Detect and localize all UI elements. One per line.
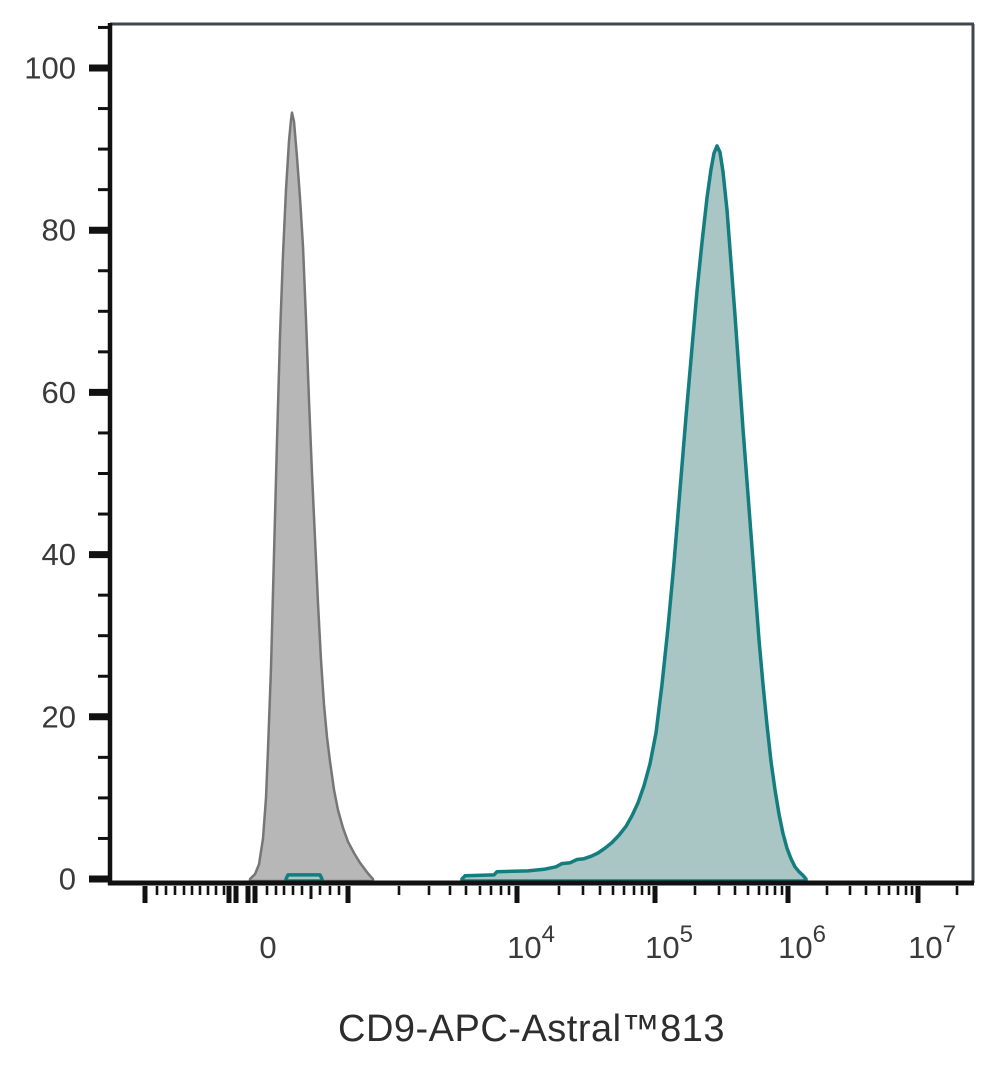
control-histogram [248, 111, 375, 883]
y-tick-label-20: 20 [42, 699, 76, 734]
x-tick-label-0: 0 [259, 930, 276, 965]
x-tick-label-107: 107 [908, 921, 956, 965]
y-tick-label-60: 60 [42, 375, 76, 410]
x-tick-label-104: 104 [507, 921, 555, 965]
histogram-curves [248, 111, 808, 883]
axes [107, 23, 974, 886]
control-curve [248, 111, 375, 883]
y-tick-label-100: 100 [24, 51, 76, 86]
y-tick-label-80: 80 [42, 213, 76, 248]
x-tick-label-106: 106 [778, 921, 826, 965]
x-tick-label-105: 105 [645, 921, 693, 965]
y-axis-ticks [89, 25, 110, 883]
y-tick-label-40: 40 [42, 537, 76, 572]
stained-histogram [284, 144, 808, 883]
plot-frame [110, 22, 975, 883]
y-tick-label-0: 0 [59, 862, 76, 897]
x-axis-ticks [142, 886, 959, 903]
stained-curve [284, 873, 324, 883]
y-axis-tick-labels: 0 20 40 60 80 100 [24, 51, 76, 897]
x-axis-title: CD9-APC-Astral™813 [338, 1008, 725, 1050]
x-axis-tick-labels: 0 104 105 106 107 [259, 921, 956, 965]
stained-curve [460, 144, 808, 883]
